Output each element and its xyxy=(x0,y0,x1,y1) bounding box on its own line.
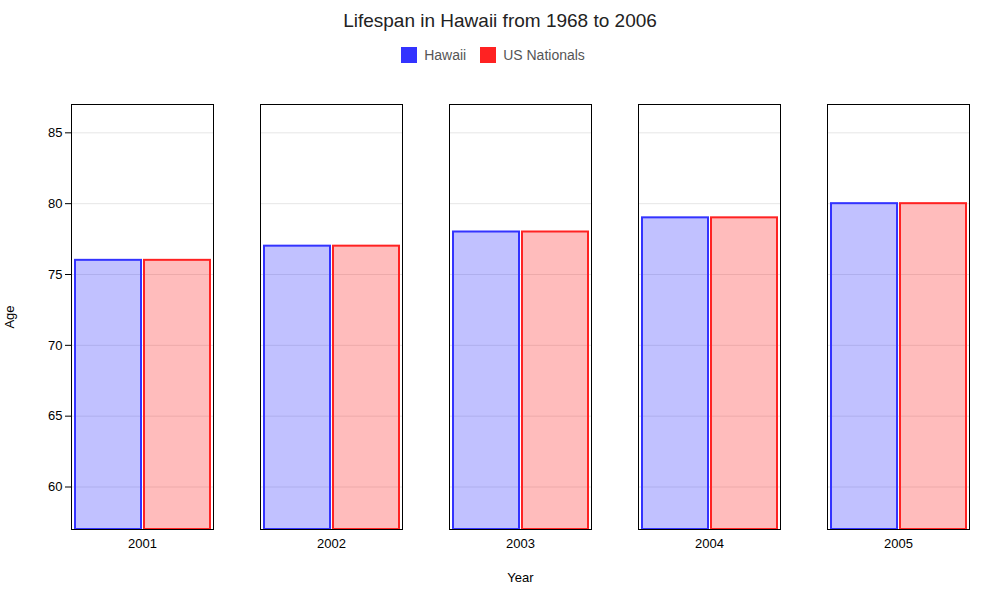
svg-text:80: 80 xyxy=(48,196,62,211)
html-text:Hawaii: Hawaii xyxy=(424,46,467,63)
svg-text:2004: 2004 xyxy=(695,536,724,551)
svg-text:2005: 2005 xyxy=(884,536,913,551)
svg-text:70: 70 xyxy=(48,337,62,352)
svg-text:60: 60 xyxy=(48,479,62,494)
svg-text:85: 85 xyxy=(48,125,62,140)
html-text:Lifespan in Hawaii from 1968 t: Lifespan in Hawaii from 1968 to 2006 xyxy=(343,10,657,31)
svg-text:Age: Age xyxy=(2,305,17,328)
svg-text:75: 75 xyxy=(48,267,62,282)
svg-text:65: 65 xyxy=(48,408,62,423)
html-text:US Nationals: US Nationals xyxy=(503,46,585,63)
svg-text:Year: Year xyxy=(507,570,534,585)
svg-text:2002: 2002 xyxy=(317,536,346,551)
svg-text:2003: 2003 xyxy=(506,536,535,551)
svg-text:2001: 2001 xyxy=(128,536,157,551)
